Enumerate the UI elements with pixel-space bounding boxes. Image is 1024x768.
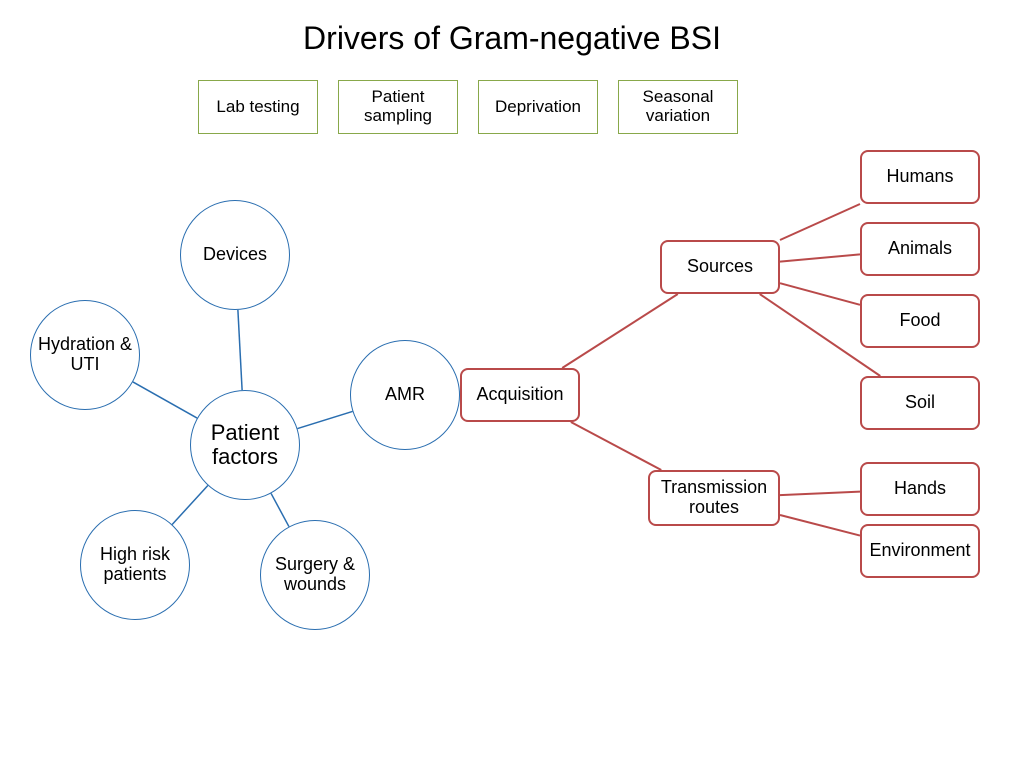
edge-patient-factors-hydration-uti: [133, 382, 197, 418]
edge-patient-factors-high-risk: [172, 486, 208, 525]
redbox-food: Food: [860, 294, 980, 348]
greenbox-patient-sampling: Patient sampling: [338, 80, 458, 134]
edge-patient-factors-devices: [238, 310, 242, 390]
greenbox-deprivation: Deprivation: [478, 80, 598, 134]
circle-surgery-wounds: Surgery & wounds: [260, 520, 370, 630]
edge-transmission-hands: [780, 492, 860, 495]
circle-amr: AMR: [350, 340, 460, 450]
redbox-transmission: Transmission routes: [648, 470, 780, 526]
redbox-soil: Soil: [860, 376, 980, 430]
circle-high-risk: High risk patients: [80, 510, 190, 620]
redbox-acquisition: Acquisition: [460, 368, 580, 422]
circle-devices: Devices: [180, 200, 290, 310]
circle-patient-factors: Patient factors: [190, 390, 300, 500]
edge-acquisition-transmission: [571, 422, 661, 470]
greenbox-lab-testing: Lab testing: [198, 80, 318, 134]
diagram-title: Drivers of Gram-negative BSI: [0, 20, 1024, 57]
greenbox-seasonal: Seasonal variation: [618, 80, 738, 134]
redbox-sources: Sources: [660, 240, 780, 294]
edge-transmission-environment: [780, 515, 860, 536]
edge-sources-animals: [780, 254, 860, 261]
edge-acquisition-sources: [562, 294, 678, 368]
circle-hydration-uti: Hydration & UTI: [30, 300, 140, 410]
redbox-environment: Environment: [860, 524, 980, 578]
redbox-animals: Animals: [860, 222, 980, 276]
edge-patient-factors-surgery-wounds: [271, 493, 289, 526]
edge-sources-humans: [780, 204, 860, 240]
redbox-hands: Hands: [860, 462, 980, 516]
redbox-humans: Humans: [860, 150, 980, 204]
edge-patient-factors-amr: [297, 411, 352, 428]
edge-sources-food: [780, 283, 860, 305]
